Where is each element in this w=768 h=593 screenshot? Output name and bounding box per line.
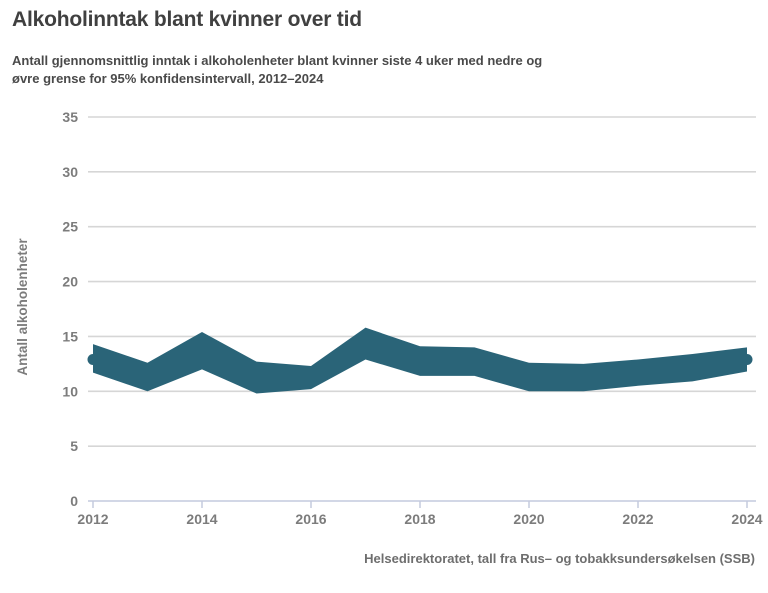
tick-label-layer: 2012 2014 2016 2018 2020 2022 2024 0 5 10 15 20 25 30…	[62, 109, 762, 527]
x-axis-layer	[88, 500, 756, 508]
y-tick-label: 15	[62, 328, 78, 344]
x-tick-label: 2022	[622, 511, 653, 527]
confidence-band	[93, 327, 747, 394]
endpoint-marker	[87, 353, 99, 365]
y-tick-label: 30	[62, 164, 78, 180]
source-credit: Helsedirektoratet, tall fra Rus– og toba…	[364, 551, 755, 566]
chart-subtitle: Antall gjennomsnittlig inntak i alkohole…	[12, 53, 543, 86]
y-tick-label: 5	[70, 438, 78, 454]
x-tick-label: 2016	[295, 511, 326, 527]
x-tick-label: 2012	[77, 511, 108, 527]
y-tick-label: 10	[62, 383, 78, 399]
x-tick-label: 2024	[731, 511, 762, 527]
endpoint-marker	[741, 353, 753, 365]
chart-title: Alkoholinntak blant kvinner over tid	[12, 8, 362, 31]
y-tick-label: 0	[70, 493, 78, 509]
y-axis-title: Antall alkoholenheter	[15, 238, 30, 376]
x-tick-label: 2014	[186, 511, 217, 527]
ci-band-layer	[87, 327, 753, 394]
x-tick-label: 2020	[513, 511, 544, 527]
y-tick-label: 35	[62, 109, 78, 125]
x-tick-label: 2018	[404, 511, 435, 527]
gridline-layer	[88, 116, 756, 447]
y-tick-label: 20	[62, 274, 78, 290]
y-tick-label: 25	[62, 219, 78, 235]
